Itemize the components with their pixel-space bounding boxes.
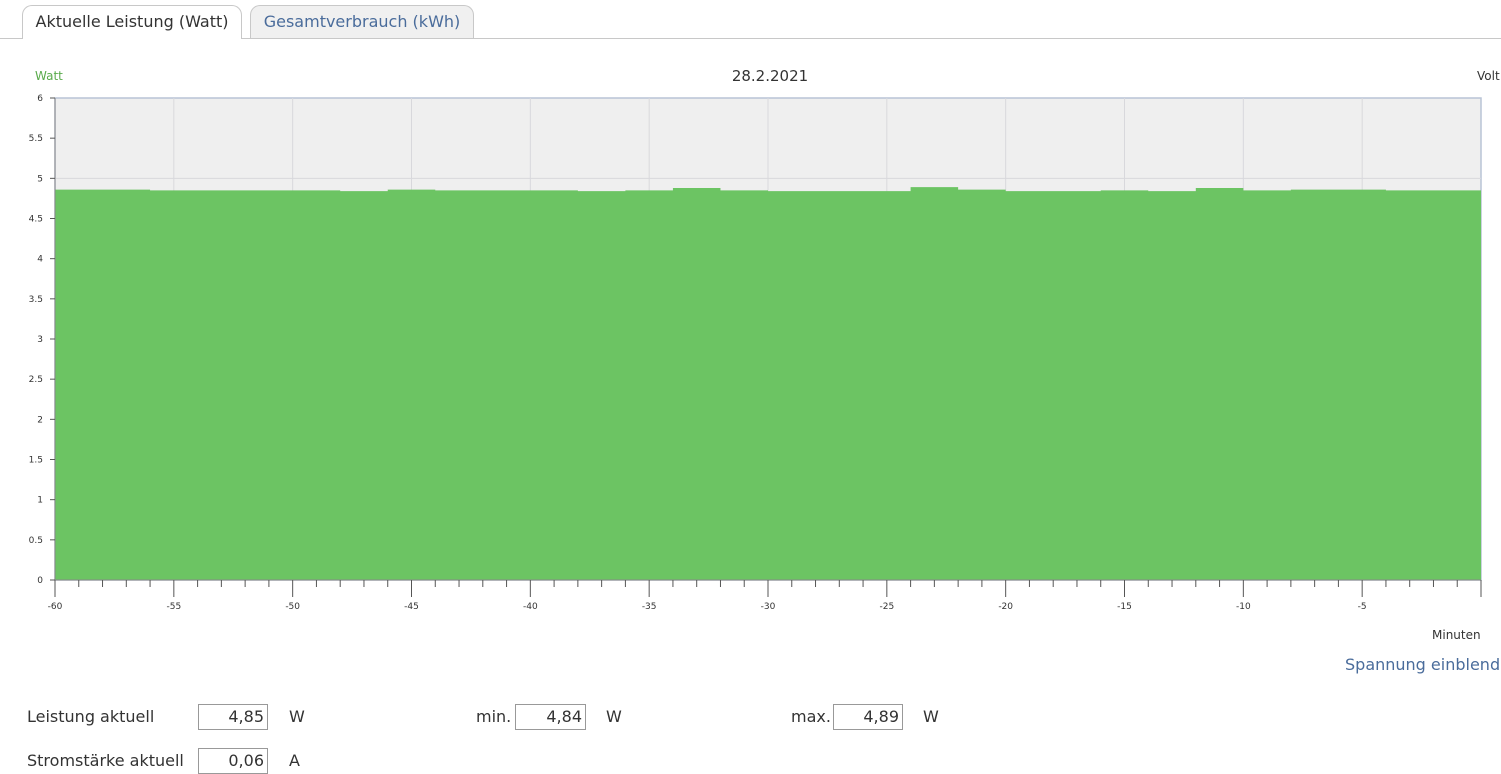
power-current-label: Leistung aktuell (27, 707, 155, 726)
min-power-field: 4,84 (515, 704, 586, 730)
current-amps-field: 0,06 (198, 748, 268, 774)
tab-total-consumption[interactable]: Gesamtverbrauch (kWh) (250, 5, 474, 38)
tab-bar: Aktuelle Leistung (Watt) Gesamtverbrauch… (0, 0, 1501, 39)
x-tick-label: -25 (879, 602, 894, 612)
current-amps-unit: A (289, 751, 300, 770)
power-current-field: 4,85 (198, 704, 268, 730)
y-tick-label: 2 (37, 415, 43, 425)
y-tick-label: 2.5 (29, 375, 43, 385)
min-power-unit: W (606, 707, 622, 726)
min-label: min. (476, 707, 512, 726)
x-tick-label: -55 (166, 602, 181, 612)
show-voltage-link[interactable]: Spannung einblenden (1345, 655, 1501, 674)
y-tick-label: 4.5 (29, 215, 43, 225)
x-tick-label: -40 (523, 602, 538, 612)
y-axis-label-right: Volt (1477, 69, 1500, 83)
y-axis-label-left: Watt (35, 69, 63, 83)
y-tick-label: 0 (37, 576, 43, 586)
y-tick-label: 0.5 (29, 536, 43, 546)
x-tick-label: -35 (642, 602, 657, 612)
x-tick-label: -45 (404, 602, 419, 612)
y-tick-label: 3.5 (29, 295, 43, 305)
power-chart: -60 -55 -50 -45 -40 -35 -30 -25 -20 -15 -10 -5 0 0.5 1… (0, 60, 1501, 650)
max-label: max. (791, 707, 831, 726)
x-tick-label: -15 (1117, 602, 1132, 612)
y-tick-label: 1.5 (29, 456, 43, 466)
chart-title: 28.2.2021 (731, 67, 809, 85)
power-current-unit: W (289, 707, 305, 726)
tab-current-power[interactable]: Aktuelle Leistung (Watt) (22, 5, 242, 39)
x-tick-label: -60 (48, 602, 63, 612)
x-tick-label: -50 (285, 602, 300, 612)
x-axis-label: Minuten (1432, 628, 1481, 642)
chart-svg: -60 -55 -50 -45 -40 -35 -30 -25 -20 -15 -10 -500.51… (29, 94, 1482, 612)
x-tick-label: -20 (998, 602, 1013, 612)
y-tick-label: 5 (37, 174, 43, 184)
y-tick-label: 6 (37, 94, 43, 104)
x-tick-label: -5 (1358, 602, 1367, 612)
y-tick-label: 5.5 (29, 134, 43, 144)
y-tick-label: 1 (37, 496, 43, 506)
max-power-field: 4,89 (833, 704, 903, 730)
max-power-unit: W (923, 707, 939, 726)
x-tick-label: -10 (1236, 602, 1251, 612)
power-area-series (55, 187, 1481, 581)
x-tick-label: -30 (761, 602, 776, 612)
current-amps-label: Stromstärke aktuell (27, 751, 184, 770)
y-tick-label: 4 (37, 255, 43, 265)
y-tick-label: 3 (37, 335, 43, 345)
